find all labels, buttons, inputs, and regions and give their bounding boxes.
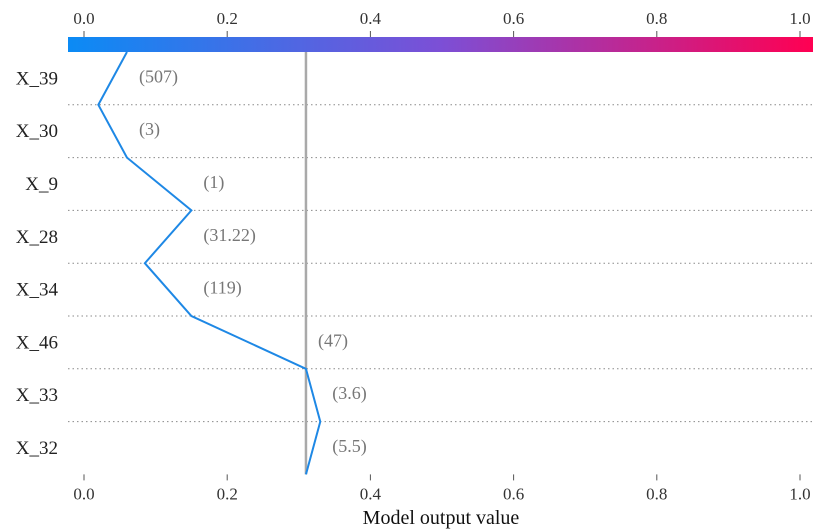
- feature-value: (1): [203, 172, 224, 193]
- feature-label: X_34: [16, 280, 59, 301]
- top-tick-label: 0.8: [646, 9, 667, 28]
- feature-label: X_9: [25, 174, 58, 195]
- feature-label: X_39: [16, 68, 58, 89]
- top-tick-label: 0.6: [503, 9, 524, 28]
- feature-label: X_46: [16, 332, 58, 353]
- top-tick-label: 0.0: [73, 9, 94, 28]
- feature-value: (3): [139, 119, 160, 140]
- top-tick-label: 1.0: [789, 9, 810, 28]
- top-tick-label: 0.2: [217, 9, 238, 28]
- feature-value: (119): [203, 278, 241, 299]
- top-tick-label: 0.4: [360, 9, 382, 28]
- bottom-tick-label: 1.0: [789, 484, 810, 503]
- feature-values: (507) (3) (1) (31.22) (119) (47) (3.6) (5.5): [139, 66, 367, 457]
- bottom-tick-label: 0.2: [217, 484, 238, 503]
- bottom-tick-label: 0.6: [503, 484, 524, 503]
- feature-value: (5.5): [332, 436, 367, 457]
- feature-label: X_32: [16, 438, 58, 459]
- feature-value: (3.6): [332, 383, 367, 404]
- feature-value: (507): [139, 66, 178, 87]
- feature-label: X_28: [16, 227, 58, 248]
- feature-label: X_33: [16, 385, 58, 406]
- feature-labels: X_39 X_30 X_9 X_28 X_34 X_46 X_33 X_32: [16, 68, 59, 459]
- top-axis: 0.0 0.2 0.4 0.6 0.8 1.0: [73, 9, 811, 37]
- bottom-tick-label: 0.4: [360, 484, 382, 503]
- x-axis-title: Model output value: [363, 507, 520, 529]
- decision-path: [97, 51, 322, 475]
- bottom-axis: 0.0 0.2 0.4 0.6 0.8 1.0: [73, 474, 811, 503]
- row-separators: [68, 104, 813, 423]
- colorbar: [68, 37, 813, 52]
- feature-label: X_30: [16, 121, 58, 142]
- feature-value: (31.22): [203, 225, 256, 246]
- bottom-tick-label: 0.8: [646, 484, 667, 503]
- bottom-tick-label: 0.0: [73, 484, 94, 503]
- feature-value: (47): [318, 330, 348, 351]
